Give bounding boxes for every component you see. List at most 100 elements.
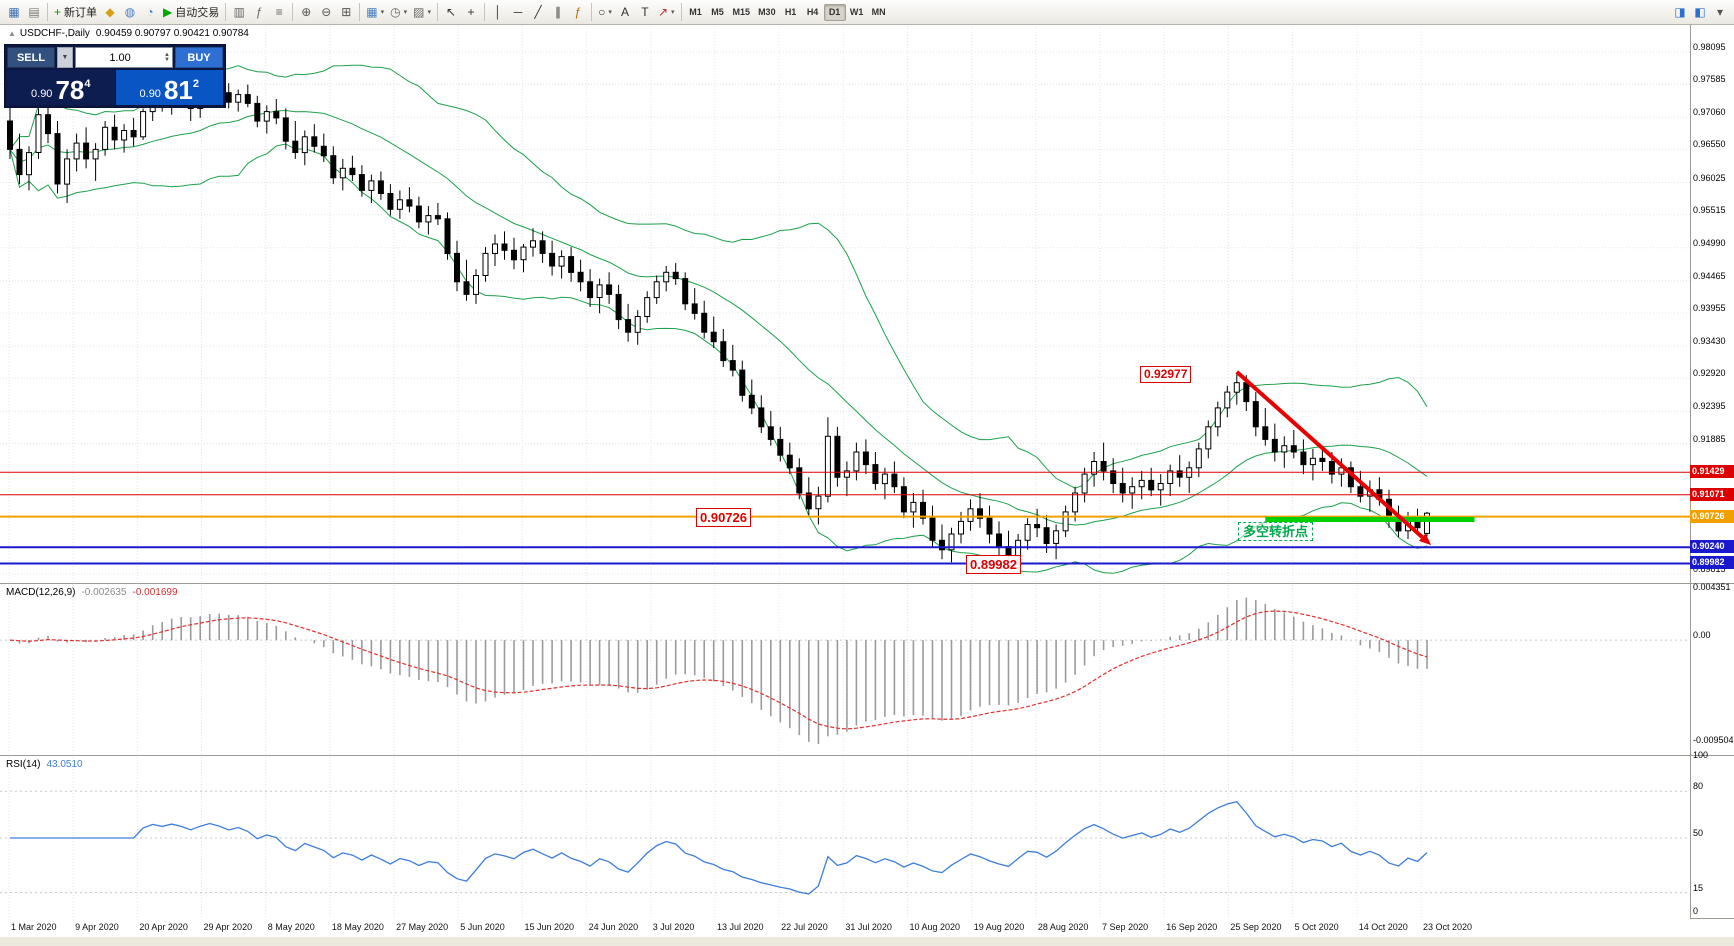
horizontal-line-icon[interactable]: ─ — [508, 2, 528, 22]
collapse-chart-icon[interactable]: ▲ — [8, 29, 16, 38]
price-tick: 0.96550 — [1693, 139, 1726, 149]
price-badge-0.90726: 0.90726 — [1690, 510, 1734, 523]
autoscroll-icon[interactable]: ◧ — [1690, 2, 1710, 22]
price-tick: 0.94465 — [1693, 271, 1726, 281]
objects-list-icon: ≡ — [275, 5, 283, 19]
date-label: 24 Jun 2020 — [588, 922, 639, 932]
fibonacci-icon[interactable]: ƒ — [568, 2, 588, 22]
arrows-icon[interactable]: ↗ ▾ — [655, 2, 678, 22]
volume-field: ▲▼ — [75, 47, 173, 68]
zoom-out-icon[interactable]: ⊖ — [316, 2, 336, 22]
chevron-down-icon: ▼ — [61, 54, 69, 61]
rsi-scale-tick: 0 — [1693, 906, 1699, 916]
timeframe-h1[interactable]: H1 — [780, 4, 802, 21]
volume-input[interactable] — [76, 50, 165, 65]
autoscroll-icon: ◧ — [1694, 5, 1706, 19]
timeframe-mn[interactable]: MN — [868, 4, 890, 21]
chart-shift-icon[interactable]: ◨ — [1670, 2, 1690, 22]
sell-price-tile[interactable]: 0.90 78 4 — [7, 70, 115, 105]
chart-shift-icon: ◨ — [1674, 5, 1686, 19]
market-icon[interactable]: ◆ — [100, 2, 120, 22]
date-label: 5 Oct 2020 — [1294, 922, 1339, 932]
shapes-icon[interactable]: ○ ▾ — [595, 2, 615, 22]
templates-icon[interactable]: ▨ ▾ — [410, 2, 434, 22]
timeframe-m5[interactable]: M5 — [707, 4, 729, 21]
sell-button[interactable]: SELL — [7, 47, 55, 68]
timeframe-m15[interactable]: M15 — [729, 4, 755, 21]
date-label: 1 Mar 2020 — [11, 922, 57, 932]
toolbar-right-group: ◨ ◧ ▾ — [1670, 2, 1730, 22]
vertical-line-icon[interactable]: │ — [488, 2, 508, 22]
tile-windows-icon[interactable]: ⊞ — [336, 2, 356, 22]
profiles-icon: ▤ — [28, 5, 40, 19]
timeframe-h4[interactable]: H4 — [802, 4, 824, 21]
price-label-peak[interactable]: 0.92977 — [1140, 366, 1192, 383]
crosshair-icon[interactable]: + — [461, 2, 481, 22]
objects-list-icon[interactable]: ≡ — [269, 2, 289, 22]
toolbar-separator — [590, 3, 592, 21]
buy-button[interactable]: BUY — [175, 47, 223, 68]
buy-price-tile[interactable]: 0.90 81 2 — [115, 70, 223, 105]
chevron-down-icon: ▾ — [427, 9, 431, 16]
label-icon[interactable]: T — [635, 2, 655, 22]
timeframe-m1[interactable]: M1 — [685, 4, 707, 21]
new-order-button[interactable]: + 新订单 — [51, 2, 100, 22]
time-axis[interactable]: 1 Mar 2020 9 Apr 2020 20 Apr 2020 29 Apr 20… — [0, 918, 1690, 937]
window-bottom-filler — [0, 937, 1734, 946]
trendline-icon[interactable]: ╱ — [528, 2, 548, 22]
date-label: 25 Sep 2020 — [1230, 922, 1282, 932]
timeframe-d1[interactable]: D1 — [823, 3, 846, 21]
order-type-dropdown[interactable]: ▼ — [57, 47, 73, 68]
cursor-icon[interactable]: ↖ — [441, 2, 461, 22]
signals-icon[interactable]: ◍ — [120, 2, 140, 22]
buy-price-sup: 2 — [192, 78, 199, 90]
fibonacci-icon: ƒ — [574, 5, 582, 19]
macd-signal-line — [9, 610, 1428, 730]
new-chart-window-icon[interactable]: ▦ — [4, 2, 24, 22]
date-label: 18 May 2020 — [331, 922, 384, 932]
data-window-icon: ▥ — [233, 5, 245, 19]
period-icon[interactable]: ◷ ▾ — [387, 2, 410, 22]
zoom-in-icon[interactable]: ⊕ — [296, 2, 316, 22]
macd-title: MACD(12,26,9) — [6, 587, 76, 598]
community-icon[interactable]: ◔ — [140, 2, 160, 22]
community-icon: ◔ — [146, 5, 154, 19]
date-label: 5 Jun 2020 — [460, 922, 505, 932]
spin-up-icon[interactable]: ▲ — [164, 51, 170, 58]
profiles-icon[interactable]: ▤ — [24, 2, 44, 22]
channel-icon[interactable]: ∥ — [548, 2, 568, 22]
zoom-out-icon: ⊖ — [321, 5, 332, 19]
pivot-text-label[interactable]: 多空转折点 — [1238, 522, 1314, 541]
trend-arrow — [1235, 370, 1424, 539]
toolbar-separator — [225, 3, 227, 21]
new-chart-icon[interactable]: ▦ ▾ — [363, 2, 387, 22]
price-badge-0.90240: 0.90240 — [1690, 540, 1734, 553]
rsi-scale-tick: 50 — [1693, 828, 1704, 838]
price-label-support[interactable]: 0.90726 — [696, 508, 751, 527]
date-label: 19 Aug 2020 — [973, 922, 1025, 932]
data-window-icon[interactable]: ▥ — [229, 2, 249, 22]
autotrade-button[interactable]: ▶ 自动交易 — [160, 2, 222, 22]
text-icon[interactable]: A — [615, 2, 635, 22]
tile-windows-icon: ⊞ — [341, 5, 352, 19]
timeframe-m30[interactable]: M30 — [754, 4, 780, 21]
timeframe-w1[interactable]: W1 — [846, 4, 868, 21]
volume-stepper[interactable]: ▲ ▼ — [164, 51, 172, 63]
toolbar-separator — [436, 3, 438, 21]
horizontal-level-lines — [0, 370, 1690, 565]
period-icon: ◷ — [390, 5, 401, 19]
toolbar-separator — [359, 3, 361, 21]
toolbar-more-icon[interactable]: ▾ — [1710, 2, 1730, 22]
indicators-icon: ƒ — [255, 5, 263, 19]
macd-header: MACD(12,26,9) -0.002635 -0.001699 — [6, 587, 178, 598]
zoom-in-icon: ⊕ — [301, 5, 312, 19]
chart-title-bar: ▲ USDCHF-,Daily 0.90459 0.90797 0.90421 0.… — [8, 28, 249, 39]
price-label-low[interactable]: 0.89982 — [966, 555, 1021, 574]
spin-down-icon[interactable]: ▼ — [164, 56, 170, 63]
templates-icon: ▨ — [413, 5, 425, 19]
date-label: 7 Sep 2020 — [1102, 922, 1149, 932]
price-scale[interactable]: 0.98095 0.97585 0.97060 0.96550 0.96025 0.955… — [1690, 24, 1734, 936]
indicators-icon[interactable]: ƒ — [249, 2, 269, 22]
horizontal-line-icon: ─ — [513, 5, 523, 19]
